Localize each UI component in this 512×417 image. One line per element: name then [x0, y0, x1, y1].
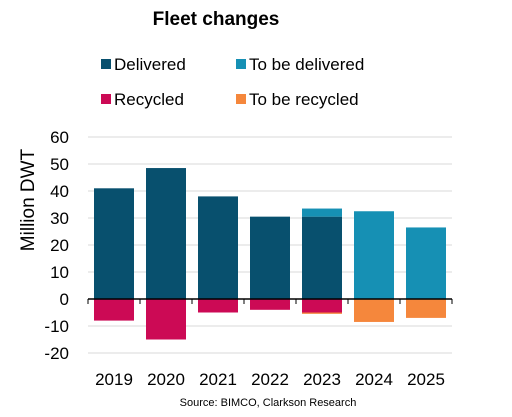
y-tick-label: 50	[50, 155, 69, 174]
bar-segment	[302, 312, 342, 314]
bar-segment	[250, 216, 290, 299]
y-tick-label: 10	[50, 263, 69, 282]
bar-segment	[354, 211, 394, 299]
legend-swatch	[101, 59, 111, 69]
y-tick-label: 0	[60, 290, 69, 309]
bar-segment	[198, 299, 238, 313]
bar-segment	[406, 227, 446, 299]
y-tick-label: 30	[50, 209, 69, 228]
legend-swatch	[101, 94, 111, 104]
axes	[87, 298, 453, 304]
x-tick-label: 2025	[407, 370, 445, 389]
y-axis-label: Million DWT	[18, 148, 39, 251]
x-tick-label: 2024	[355, 370, 393, 389]
bar-segment	[302, 208, 342, 217]
legend-swatch	[236, 94, 246, 104]
bar-segment	[302, 299, 342, 313]
bar-segment	[94, 188, 134, 299]
x-tick-label: 2022	[251, 370, 289, 389]
legend-label: To be delivered	[249, 55, 364, 74]
x-tick-label: 2019	[95, 370, 133, 389]
y-tick-label: -20	[44, 344, 69, 363]
chart-title: Fleet changes	[153, 9, 280, 30]
bar-segment	[250, 299, 290, 310]
bar-segment	[146, 168, 186, 299]
legend: Delivered To be delivered Recycled To be re…	[101, 55, 364, 109]
bar-segment	[406, 299, 446, 318]
bar-segment	[354, 299, 394, 322]
y-tick-label: 60	[50, 128, 69, 147]
y-tick-label: 20	[50, 236, 69, 255]
bars	[94, 168, 446, 340]
source-note: Source: BIMCO, Clarkson Research	[180, 397, 357, 409]
bar-segment	[198, 196, 238, 299]
x-tick-label: 2021	[199, 370, 237, 389]
x-tick-label: 2020	[147, 370, 185, 389]
bar-segment	[146, 299, 186, 340]
x-tick-label: 2023	[303, 370, 341, 389]
legend-label: To be recycled	[249, 90, 359, 109]
legend-swatch	[236, 59, 246, 69]
tick-labels: -20 -10 0 10 20 30 40 50 60 2019 2020 2021 2022 2023 2…	[44, 128, 444, 389]
bar-segment	[302, 216, 342, 299]
bar-segment	[94, 299, 134, 321]
y-tick-label: 40	[50, 182, 69, 201]
legend-label: Delivered	[114, 55, 186, 74]
y-tick-label: -10	[44, 317, 69, 336]
legend-label: Recycled	[114, 90, 184, 109]
